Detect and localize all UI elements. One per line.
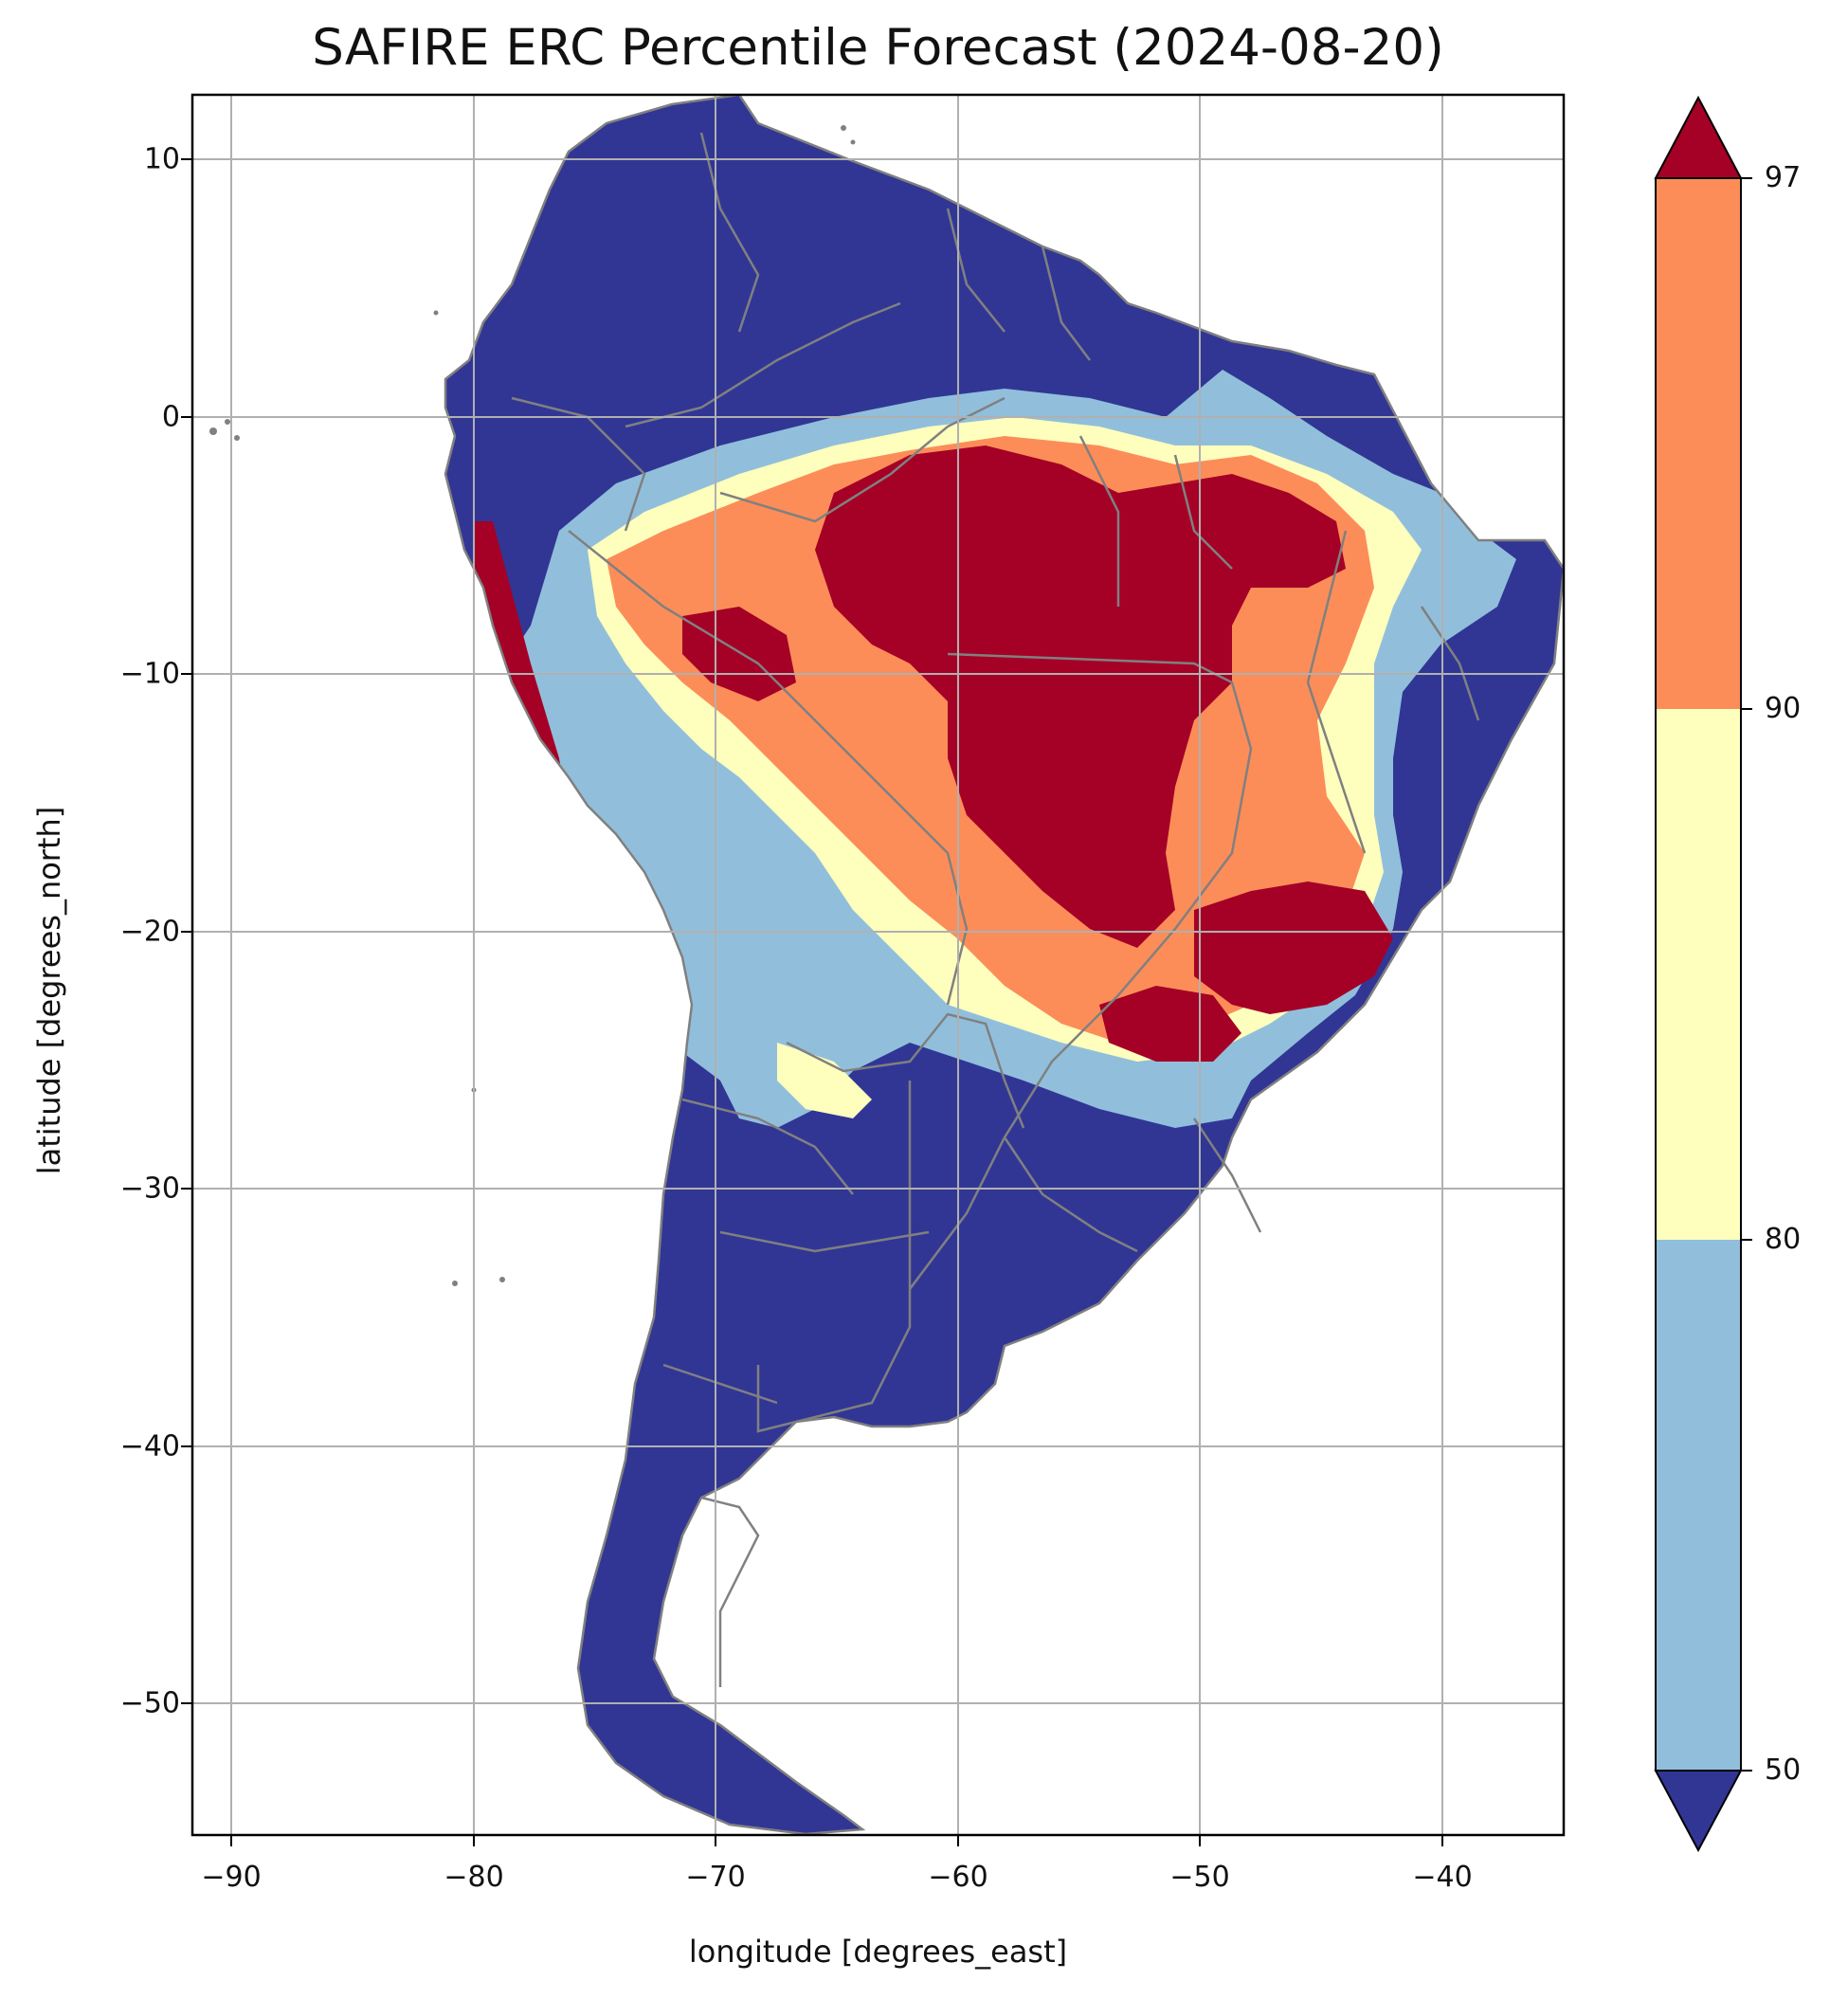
colorbar-tick-label: 90 — [1765, 692, 1802, 725]
colorbar-band-50-80 — [1656, 1240, 1741, 1771]
grid-lines — [192, 95, 1564, 1835]
x-axis-label: longitude [degrees_east] — [688, 1934, 1068, 1970]
y-axis-label: latitude [degrees_north] — [31, 806, 67, 1175]
plot-frame — [190, 93, 1566, 1837]
percentile-field — [445, 95, 1564, 1834]
colorbar-extend-max — [1654, 95, 1743, 179]
colorbar-band-80-90 — [1656, 709, 1741, 1240]
y-tick-label: −20 — [119, 915, 180, 949]
region-above-97-coast — [474, 521, 569, 815]
colorbar — [1654, 95, 1752, 1853]
colorbar-band-90-97 — [1656, 178, 1741, 709]
region-above-97-d — [682, 607, 796, 701]
colorbar-extend-min — [1654, 1770, 1743, 1853]
x-tick-label: −80 — [444, 1861, 504, 1894]
axis-tick-marks — [181, 158, 1443, 1846]
y-tick-label: 0 — [161, 400, 180, 434]
region-above-97-a — [815, 445, 1346, 948]
x-tick-label: −40 — [1412, 1861, 1473, 1894]
y-tick-label: −50 — [119, 1686, 180, 1720]
colorbar-tick-label: 80 — [1765, 1223, 1802, 1256]
x-tick-label: −90 — [201, 1861, 262, 1894]
x-tick-label: −60 — [928, 1861, 988, 1894]
region-above-97-b — [1194, 881, 1393, 1014]
region-80-90-south — [777, 1043, 872, 1118]
y-tick-label: 10 — [143, 142, 180, 176]
y-tick-label: −30 — [119, 1172, 180, 1206]
y-tick-label: −40 — [119, 1429, 180, 1463]
y-tick-label: −10 — [119, 657, 180, 691]
region-above-97-c — [1099, 986, 1241, 1062]
colorbar-tick-label: 50 — [1765, 1754, 1802, 1787]
chart-title: SAFIRE ERC Percentile Forecast (2024-08-… — [312, 19, 1444, 77]
x-tick-label: −70 — [685, 1861, 746, 1894]
x-tick-label: −50 — [1169, 1861, 1230, 1894]
country-borders — [444, 95, 1564, 1835]
colorbar-tick-label: 97 — [1765, 161, 1802, 194]
